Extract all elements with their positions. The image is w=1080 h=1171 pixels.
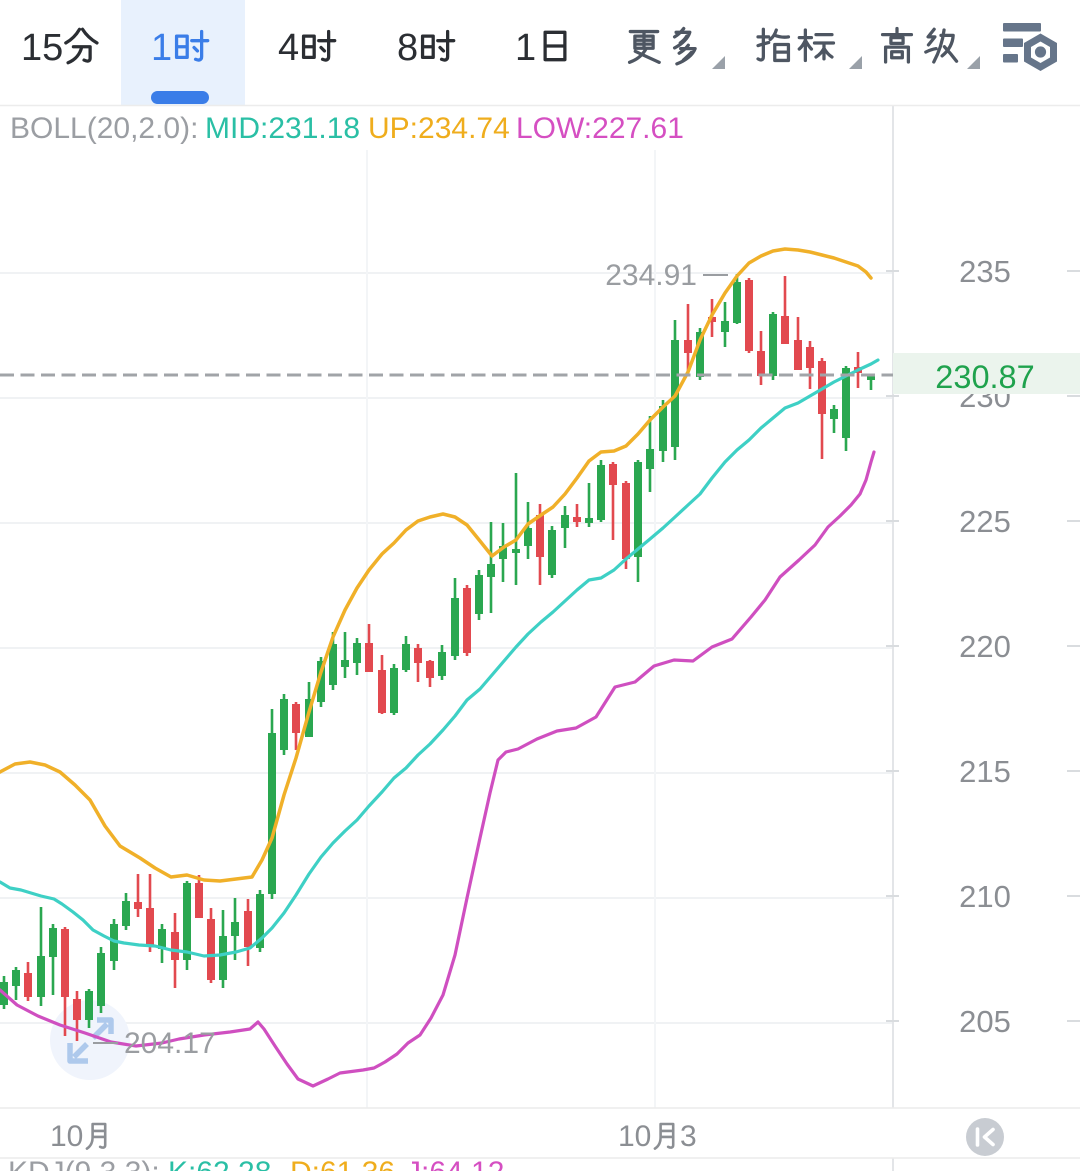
svg-text:210: 210 [959, 879, 1011, 914]
svg-text:BOLL(20,2.0):: BOLL(20,2.0): [10, 112, 198, 145]
svg-text:15: 15 [21, 27, 63, 69]
svg-text:235: 235 [959, 254, 1011, 289]
svg-text:225: 225 [959, 504, 1011, 539]
svg-text:D:61.36: D:61.36 [290, 1156, 395, 1171]
svg-text:234.91: 234.91 [605, 259, 697, 292]
svg-text:10: 10 [50, 1120, 83, 1153]
svg-text:J:64.12: J:64.12 [406, 1156, 504, 1171]
svg-text:215: 215 [959, 754, 1011, 789]
svg-text:204.17: 204.17 [124, 1027, 216, 1060]
svg-text:1: 1 [515, 27, 536, 69]
svg-text:KDJ(9,3,3):: KDJ(9,3,3): [8, 1156, 160, 1171]
svg-text:220: 220 [959, 629, 1011, 664]
svg-text:8: 8 [397, 27, 418, 69]
svg-text:K:62.28: K:62.28 [168, 1156, 271, 1171]
svg-text:205: 205 [959, 1004, 1011, 1039]
svg-text:1: 1 [151, 27, 172, 69]
svg-text:LOW:227.61: LOW:227.61 [516, 112, 684, 145]
svg-text:10: 10 [618, 1120, 651, 1153]
svg-text:UP:234.74: UP:234.74 [368, 112, 510, 145]
svg-text:230.87: 230.87 [935, 359, 1034, 395]
svg-text:MID:231.18: MID:231.18 [205, 112, 360, 145]
svg-text:3: 3 [680, 1120, 697, 1153]
svg-text:4: 4 [278, 27, 299, 69]
